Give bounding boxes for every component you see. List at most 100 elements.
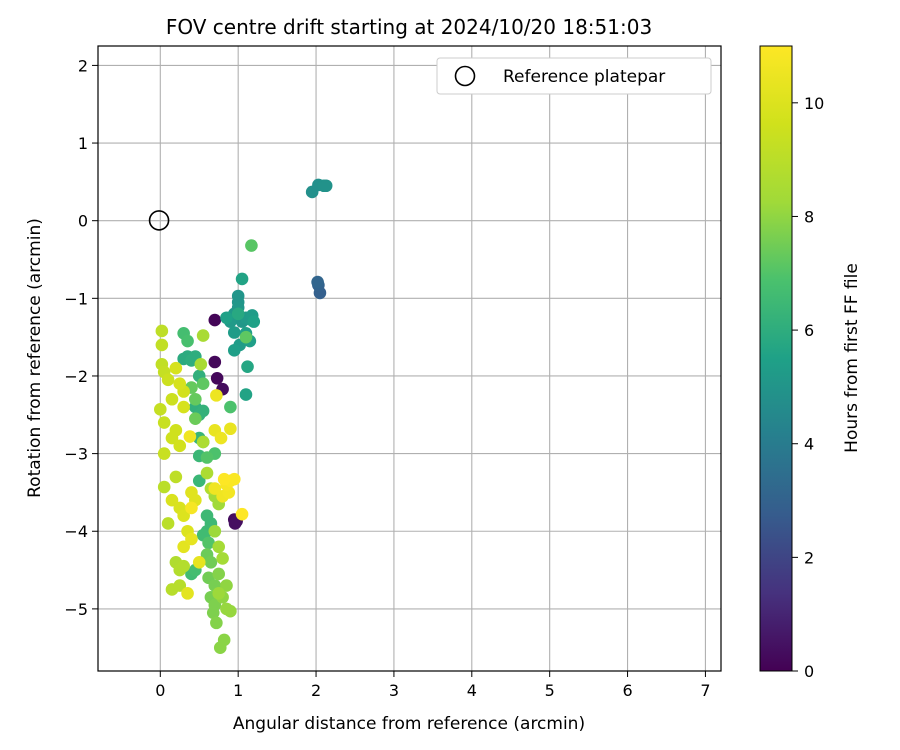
data-point bbox=[154, 403, 167, 416]
colorbar-tick-label: 10 bbox=[804, 94, 824, 113]
x-tick-label: 6 bbox=[622, 681, 632, 700]
data-point bbox=[208, 355, 222, 369]
y-tick-label: −3 bbox=[64, 445, 88, 464]
data-point bbox=[177, 559, 190, 573]
colorbar: 0 2 4 6 8 10 Hours from first FF file bbox=[759, 45, 862, 681]
reference-platepar-marker bbox=[148, 210, 170, 231]
data-point bbox=[169, 470, 183, 484]
data-point bbox=[227, 326, 241, 339]
data-point bbox=[220, 602, 233, 616]
data-point bbox=[192, 556, 206, 569]
data-point bbox=[183, 430, 197, 443]
y-tick-label: 0 bbox=[78, 212, 88, 231]
data-point bbox=[196, 404, 210, 418]
data-point bbox=[157, 416, 171, 429]
data-point bbox=[220, 311, 233, 325]
data-point bbox=[202, 536, 215, 550]
data-point bbox=[189, 392, 202, 406]
data-point bbox=[165, 431, 179, 445]
data-point bbox=[196, 435, 210, 449]
data-point bbox=[216, 552, 229, 565]
x-tick-label: 5 bbox=[545, 681, 555, 700]
colorbar-tick-label: 6 bbox=[804, 321, 814, 340]
data-point bbox=[204, 556, 218, 569]
data-point bbox=[181, 334, 194, 348]
data-point bbox=[210, 389, 223, 402]
data-point bbox=[239, 388, 253, 401]
data-point bbox=[241, 360, 254, 373]
data-point bbox=[247, 315, 261, 328]
data-point bbox=[245, 239, 258, 252]
data-point bbox=[173, 439, 187, 453]
data-point bbox=[200, 466, 214, 480]
data-point bbox=[239, 330, 253, 344]
legend-marker bbox=[454, 65, 476, 87]
data-point bbox=[235, 507, 249, 521]
x-axis-label: Angular distance from reference (arcmin) bbox=[233, 714, 585, 734]
data-point bbox=[177, 509, 190, 523]
data-point bbox=[192, 474, 206, 488]
data-point bbox=[208, 313, 222, 327]
data-point bbox=[212, 587, 226, 600]
x-tick-label: 4 bbox=[467, 681, 477, 700]
data-point bbox=[155, 338, 169, 352]
y-tick-label: 1 bbox=[78, 134, 88, 153]
data-point bbox=[196, 377, 210, 391]
data-point bbox=[212, 567, 226, 581]
data-point bbox=[196, 329, 210, 342]
legend-box bbox=[436, 57, 712, 95]
colorbar-ticks: 0 2 4 6 8 10 bbox=[792, 94, 824, 681]
data-point bbox=[165, 392, 179, 406]
data-point bbox=[217, 472, 231, 486]
y-tick-label: −2 bbox=[64, 367, 88, 386]
data-point bbox=[210, 616, 223, 630]
legend: Reference platepar bbox=[436, 57, 712, 95]
data-point bbox=[173, 377, 187, 391]
data-point bbox=[161, 373, 175, 387]
y-tick-label: 2 bbox=[78, 56, 88, 75]
colorbar-tick-label: 8 bbox=[804, 207, 814, 226]
x-tick-label: 1 bbox=[233, 681, 243, 700]
data-point bbox=[319, 179, 333, 193]
data-point bbox=[161, 517, 175, 530]
data-point bbox=[210, 372, 224, 385]
data-point bbox=[206, 606, 220, 620]
data-point bbox=[157, 447, 171, 460]
data-point bbox=[185, 532, 198, 546]
colorbar-gradient bbox=[759, 45, 793, 672]
data-point bbox=[165, 493, 179, 507]
x-tick-label: 7 bbox=[700, 681, 710, 700]
y-tick-label: −1 bbox=[64, 289, 88, 308]
data-point bbox=[224, 422, 237, 436]
data-point bbox=[185, 501, 198, 515]
data-point bbox=[220, 579, 233, 592]
x-axis-ticks: 0 1 2 3 4 5 6 7 bbox=[155, 671, 711, 700]
data-point bbox=[227, 344, 241, 357]
x-tick-label: 0 bbox=[155, 681, 165, 700]
data-point bbox=[177, 400, 190, 414]
data-point bbox=[214, 431, 228, 445]
data-point bbox=[173, 579, 187, 592]
data-point bbox=[169, 361, 183, 375]
data-point bbox=[177, 540, 190, 554]
data-point bbox=[224, 400, 237, 414]
grid-lines bbox=[98, 46, 721, 671]
data-point bbox=[208, 482, 222, 495]
y-tick-label: −5 bbox=[64, 600, 88, 619]
x-tick-label: 2 bbox=[311, 681, 321, 700]
data-point bbox=[189, 412, 202, 425]
data-point bbox=[213, 641, 227, 655]
data-point bbox=[208, 524, 222, 538]
colorbar-tick-label: 4 bbox=[804, 435, 814, 454]
data-point bbox=[311, 275, 324, 289]
colorbar-tick-label: 0 bbox=[804, 662, 814, 681]
legend-label: Reference platepar bbox=[503, 67, 665, 87]
colorbar-label: Hours from first FF file bbox=[842, 263, 862, 453]
data-point bbox=[181, 587, 194, 600]
data-point bbox=[155, 324, 169, 338]
data-point bbox=[200, 451, 214, 464]
y-axis-label: Rotation from reference (arcmin) bbox=[25, 218, 45, 498]
chart-title: FOV centre drift starting at 2024/10/20 … bbox=[166, 15, 652, 39]
data-point bbox=[157, 480, 171, 494]
